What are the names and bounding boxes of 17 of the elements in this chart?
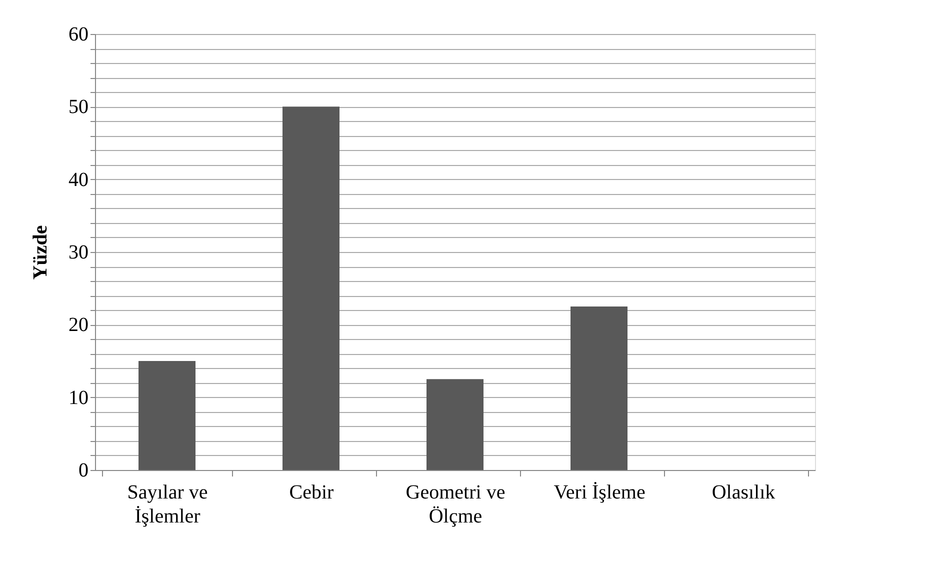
y-tick-label: 10	[68, 386, 88, 409]
y-tick-label: 30	[68, 242, 88, 264]
y-tick-label: 50	[68, 96, 88, 118]
x-tick-label: Geometri ve Ölçme	[406, 482, 506, 528]
x-tick-label: Cebir	[289, 482, 334, 504]
bar	[138, 361, 196, 470]
x-tick-label: Sayılar ve İşlemler	[127, 482, 208, 528]
bar	[282, 106, 340, 470]
y-tick-label: 0	[78, 460, 88, 482]
y-tick-label: 20	[68, 314, 88, 336]
x-tick-label: Veri İşleme	[554, 482, 646, 504]
y-axis-title: Yüzde	[30, 225, 52, 280]
x-tick-label: Olasılık	[712, 482, 776, 504]
y-tick-label: 60	[68, 24, 88, 46]
bar	[570, 306, 628, 470]
y-tick-label: 40	[68, 168, 88, 191]
bar	[426, 379, 484, 470]
